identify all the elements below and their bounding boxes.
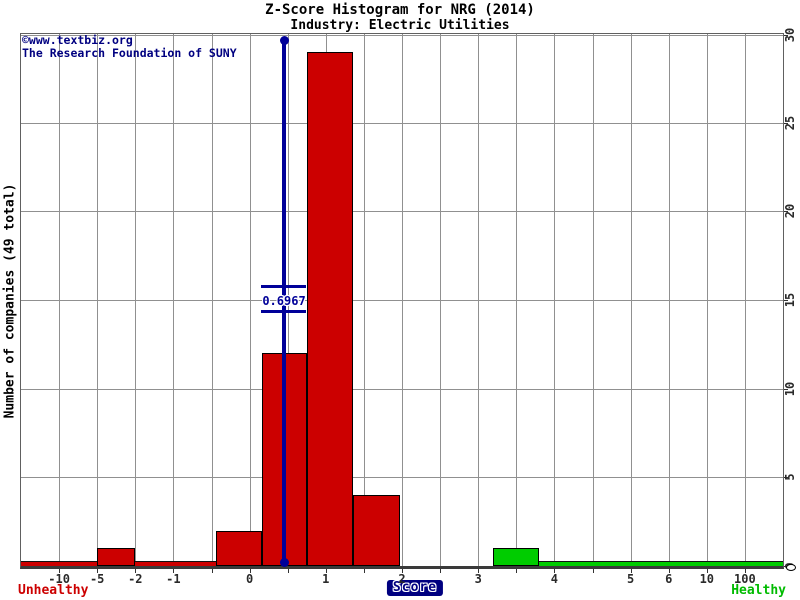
chart-title: Z-Score Histogram for NRG (2014) bbox=[265, 2, 535, 18]
watermark: ©www.textbiz.org The Research Foundation… bbox=[22, 34, 237, 60]
y-tick-label: 25 bbox=[783, 115, 797, 130]
x-tick-mark bbox=[440, 569, 442, 573]
watermark-line2: The Research Foundation of SUNY bbox=[22, 46, 237, 60]
histogram-bar bbox=[216, 531, 262, 566]
histogram-bar bbox=[97, 548, 135, 566]
x-tick-label: -2 bbox=[128, 572, 143, 586]
y-tick-mark bbox=[784, 35, 788, 36]
mean-crossbar bbox=[261, 285, 306, 288]
x-tick-mark bbox=[630, 569, 632, 573]
unhealthy-label: Unhealthy bbox=[18, 583, 89, 598]
gridline-horizontal bbox=[21, 477, 783, 479]
healthy-label: Healthy bbox=[731, 583, 786, 598]
axis-end-marker bbox=[786, 564, 796, 571]
y-tick-mark bbox=[784, 388, 788, 390]
x-tick-label: 100 bbox=[734, 572, 756, 586]
x-tick-label: 5 bbox=[626, 572, 635, 586]
y-tick-label: 5 bbox=[783, 473, 797, 481]
x-tick-mark bbox=[59, 569, 61, 573]
mean-crossbar bbox=[261, 310, 306, 313]
x-tick-mark bbox=[287, 569, 289, 573]
gridline-horizontal bbox=[21, 211, 783, 213]
x-tick-mark bbox=[135, 569, 137, 573]
x-tick-label: 10 bbox=[699, 572, 715, 586]
y-tick-label: 15 bbox=[783, 292, 797, 308]
histogram-bar bbox=[493, 548, 539, 566]
plot-area: ©www.textbiz.org The Research Foundation… bbox=[20, 33, 784, 569]
gridline-horizontal bbox=[21, 122, 783, 124]
x-tick-mark bbox=[706, 569, 708, 573]
y-tick-label: 30 bbox=[783, 27, 797, 43]
gridline-horizontal bbox=[21, 35, 783, 36]
x-tick-mark bbox=[668, 569, 670, 573]
x-tick-label: 6 bbox=[665, 572, 673, 586]
x-tick-mark bbox=[402, 569, 403, 573]
y-axis-label: Number of companies (49 total) bbox=[2, 183, 18, 419]
x-tick-label: 3 bbox=[474, 572, 482, 586]
x-axis-label: Score bbox=[386, 580, 444, 596]
y-tick-mark bbox=[784, 122, 788, 124]
x-tick-label: 2 bbox=[398, 572, 406, 586]
x-tick-mark bbox=[211, 569, 213, 573]
mean-line-endpoint bbox=[280, 36, 289, 45]
y-tick-mark bbox=[784, 300, 788, 301]
x-tick-mark bbox=[592, 569, 594, 573]
histogram-bar bbox=[353, 495, 400, 566]
x-tick-mark bbox=[97, 569, 99, 573]
y-tick-label: 20 bbox=[783, 204, 797, 219]
x-tick-label: 4 bbox=[550, 572, 559, 586]
x-tick-label: -10 bbox=[48, 572, 70, 586]
x-tick-label: -1 bbox=[166, 572, 181, 586]
mean-line bbox=[282, 39, 286, 561]
x-tick-mark bbox=[516, 569, 518, 573]
x-tick-mark bbox=[554, 569, 556, 573]
chart-subtitle: Industry: Electric Utilities bbox=[290, 18, 510, 33]
x-tick-label: 0 bbox=[245, 572, 254, 586]
watermark-line1: ©www.textbiz.org bbox=[22, 33, 133, 47]
x-tick-mark bbox=[325, 569, 327, 573]
mean-line-endpoint bbox=[280, 558, 289, 567]
x-tick-label: -5 bbox=[89, 572, 105, 586]
x-tick-mark bbox=[249, 569, 251, 573]
mean-value-label: 0.6967 bbox=[262, 294, 306, 308]
healthy-zone-strip bbox=[539, 561, 783, 566]
x-tick-mark bbox=[744, 569, 746, 573]
gridline-horizontal bbox=[21, 300, 783, 301]
histogram-bar bbox=[307, 52, 353, 566]
x-tick-mark bbox=[363, 569, 365, 573]
y-tick-label: 10 bbox=[783, 381, 797, 396]
x-tick-label: 1 bbox=[322, 572, 330, 586]
y-tick-mark bbox=[784, 211, 788, 213]
x-tick-mark bbox=[478, 569, 480, 573]
y-tick-mark bbox=[784, 477, 788, 479]
gridline-horizontal bbox=[21, 388, 783, 390]
x-tick-mark bbox=[173, 569, 175, 573]
